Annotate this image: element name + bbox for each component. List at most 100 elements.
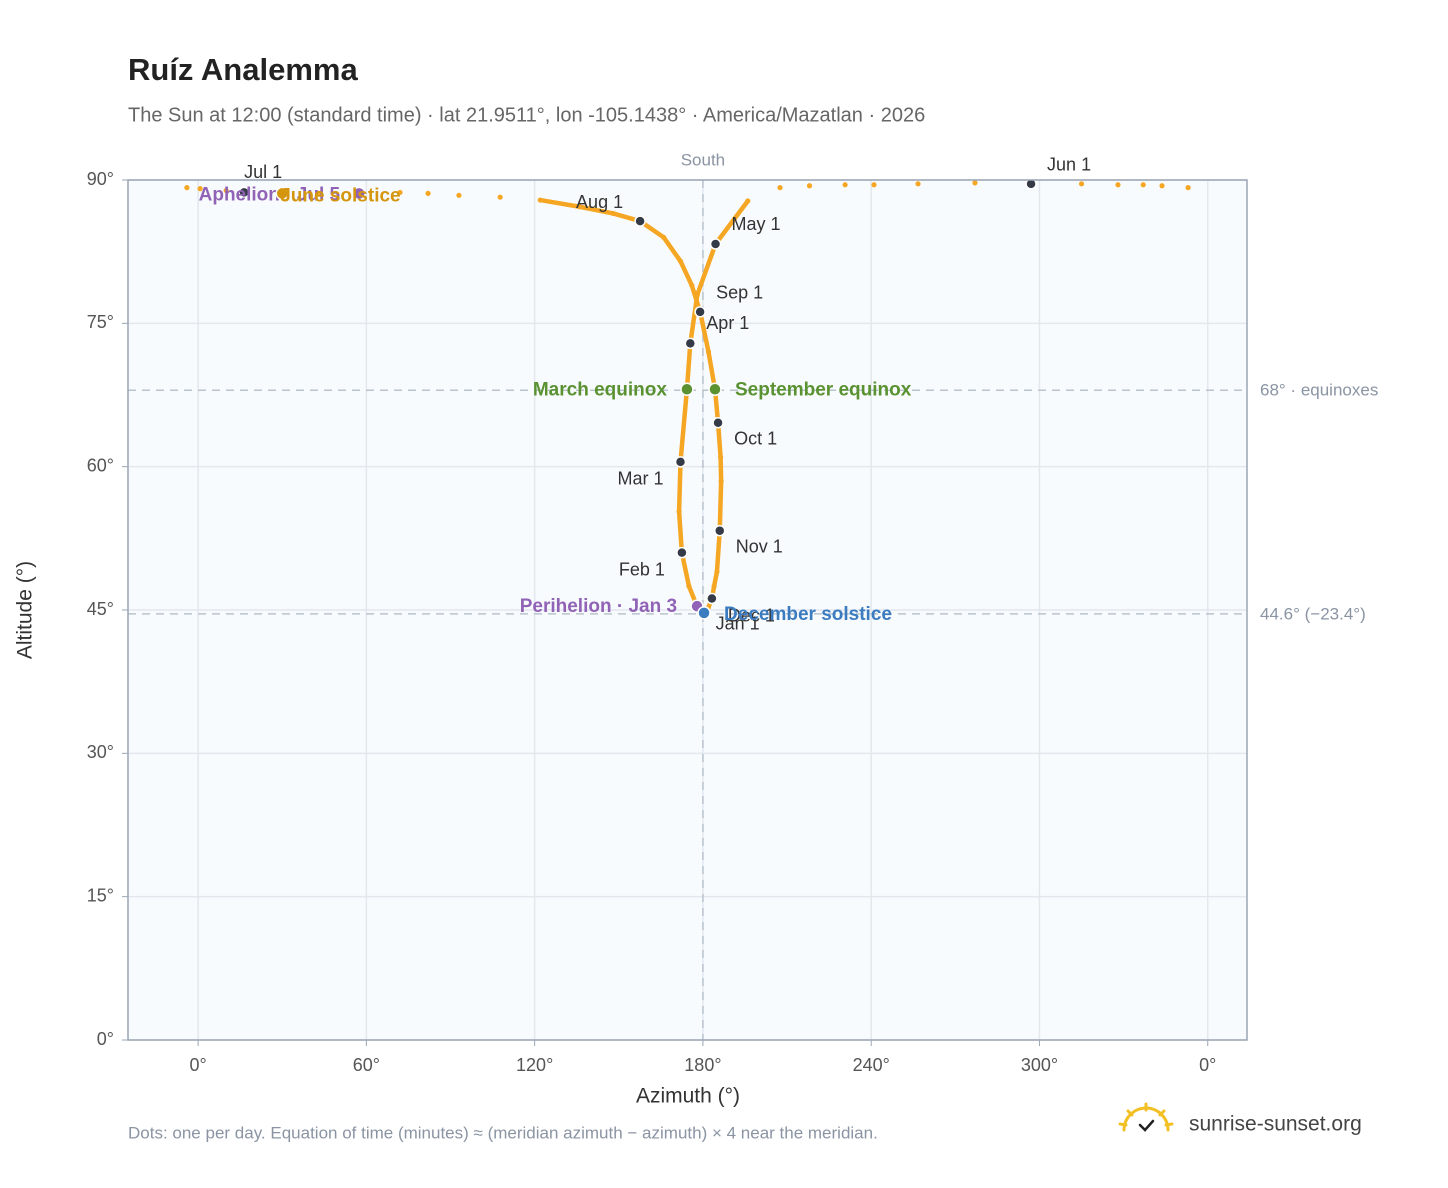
day-dot bbox=[689, 282, 695, 288]
day-dot bbox=[694, 292, 700, 298]
day-dot bbox=[714, 569, 720, 575]
x-tick-label: 60° bbox=[353, 1055, 380, 1075]
reference-label: 68° · equinoxes bbox=[1260, 381, 1378, 400]
x-tick-label: 300° bbox=[1021, 1055, 1058, 1075]
event-label: June solstice bbox=[280, 185, 400, 206]
y-tick-label: 30° bbox=[87, 742, 114, 762]
event-label: Aphelion · Jul 5 bbox=[199, 184, 341, 205]
curve-segment bbox=[684, 341, 693, 392]
event-marker bbox=[680, 382, 694, 397]
month-label: Apr 1 bbox=[706, 313, 749, 333]
month-marker bbox=[634, 215, 646, 227]
day-dot bbox=[972, 180, 978, 186]
day-dot bbox=[1159, 183, 1165, 189]
event-label: September equinox bbox=[735, 379, 912, 400]
day-dot bbox=[456, 192, 462, 198]
day-dot bbox=[842, 182, 848, 188]
month-label: Dec 1 bbox=[728, 605, 775, 625]
day-dot bbox=[1140, 182, 1146, 188]
curve-segment bbox=[538, 197, 582, 210]
chart-subtitle: The Sun at 12:00 (standard time) · lat 2… bbox=[128, 104, 925, 126]
day-dot bbox=[745, 198, 751, 204]
y-tick-label: 75° bbox=[87, 312, 114, 332]
x-tick-label: 180° bbox=[684, 1055, 721, 1075]
month-marker bbox=[684, 337, 697, 350]
y-tick-label: 90° bbox=[87, 169, 114, 189]
event-label: Perihelion · Jan 3 bbox=[520, 596, 677, 617]
month-label: Mar 1 bbox=[617, 469, 663, 489]
day-dot bbox=[717, 454, 724, 460]
curve-segment bbox=[718, 454, 724, 484]
day-dot bbox=[397, 189, 403, 196]
curve-segment bbox=[676, 459, 683, 514]
month-label: Sep 1 bbox=[716, 283, 763, 303]
day-dot bbox=[718, 478, 724, 484]
day-dot bbox=[806, 183, 813, 189]
event-label: March equinox bbox=[533, 379, 668, 400]
month-marker bbox=[706, 592, 718, 605]
day-dot bbox=[223, 187, 229, 194]
chart-title: Ruíz Analemma bbox=[128, 52, 358, 87]
day-dot bbox=[576, 204, 583, 210]
curve-segment bbox=[697, 309, 711, 355]
day-dot bbox=[711, 583, 717, 589]
day-dot bbox=[915, 181, 921, 187]
y-tick-label: 0° bbox=[97, 1029, 114, 1049]
day-dot bbox=[497, 194, 503, 200]
day-dot bbox=[677, 258, 684, 264]
day-dot bbox=[197, 186, 203, 192]
month-label: May 1 bbox=[732, 214, 781, 234]
month-marker bbox=[674, 456, 687, 468]
curve-segment bbox=[678, 258, 694, 288]
brand-logo bbox=[1118, 1102, 1174, 1132]
day-dot bbox=[686, 583, 692, 589]
x-tick-label: 0° bbox=[1199, 1055, 1216, 1075]
day-dot bbox=[1115, 182, 1121, 188]
month-label: Jul 1 bbox=[244, 162, 282, 182]
x-tick-label: 240° bbox=[853, 1055, 890, 1075]
month-label: Nov 1 bbox=[736, 536, 783, 556]
y-tick-label: 15° bbox=[87, 885, 114, 905]
month-marker bbox=[676, 546, 688, 559]
month-label: Oct 1 bbox=[734, 428, 777, 448]
footnote: Dots: one per day. Equation of time (min… bbox=[128, 1123, 878, 1142]
marks: Jan 1 Feb 1 Mar 1 Apr 1 May 1 Jun 1 Jul 1 Aug 1… bbox=[184, 155, 1191, 634]
curve-segment bbox=[695, 241, 718, 297]
x-axis-label: Azimuth (°) bbox=[636, 1085, 740, 1108]
day-dot bbox=[316, 190, 322, 196]
day-dot bbox=[871, 182, 877, 188]
event-marker bbox=[697, 606, 711, 620]
plot-frame bbox=[127, 179, 1248, 1041]
reference-label: 44.6° (−23.4°) bbox=[1260, 604, 1366, 623]
event-label: December solstice bbox=[724, 604, 892, 625]
day-dot bbox=[425, 190, 431, 196]
month-marker bbox=[712, 416, 724, 429]
reference-label: South bbox=[681, 150, 725, 169]
month-marker bbox=[714, 524, 726, 537]
month-marker bbox=[709, 238, 722, 250]
day-dot bbox=[661, 234, 667, 240]
y-tick-label: 60° bbox=[87, 455, 114, 475]
day-dot bbox=[705, 349, 712, 355]
x-tick-label: 0° bbox=[190, 1055, 207, 1075]
day-dot bbox=[1185, 185, 1191, 191]
event-marker bbox=[352, 186, 366, 201]
month-marker bbox=[1025, 178, 1037, 190]
curve-segment bbox=[676, 509, 685, 555]
month-marker bbox=[238, 186, 250, 199]
x-tick-label: 120° bbox=[516, 1055, 553, 1075]
event-marker bbox=[275, 186, 289, 201]
curve-segment bbox=[678, 387, 690, 465]
day-dot bbox=[184, 185, 190, 191]
month-label: Jan 1 bbox=[716, 614, 760, 634]
day-dot bbox=[1078, 181, 1085, 187]
y-axis-label: Altitude (°) bbox=[14, 561, 37, 659]
brand-name: sunrise-sunset.org bbox=[1189, 1113, 1362, 1136]
day-dot bbox=[676, 508, 682, 515]
curve-segment bbox=[717, 478, 724, 533]
month-label: Feb 1 bbox=[619, 559, 665, 579]
curve-segment bbox=[577, 204, 616, 216]
day-dot bbox=[610, 210, 616, 217]
curve-segment bbox=[714, 528, 723, 575]
